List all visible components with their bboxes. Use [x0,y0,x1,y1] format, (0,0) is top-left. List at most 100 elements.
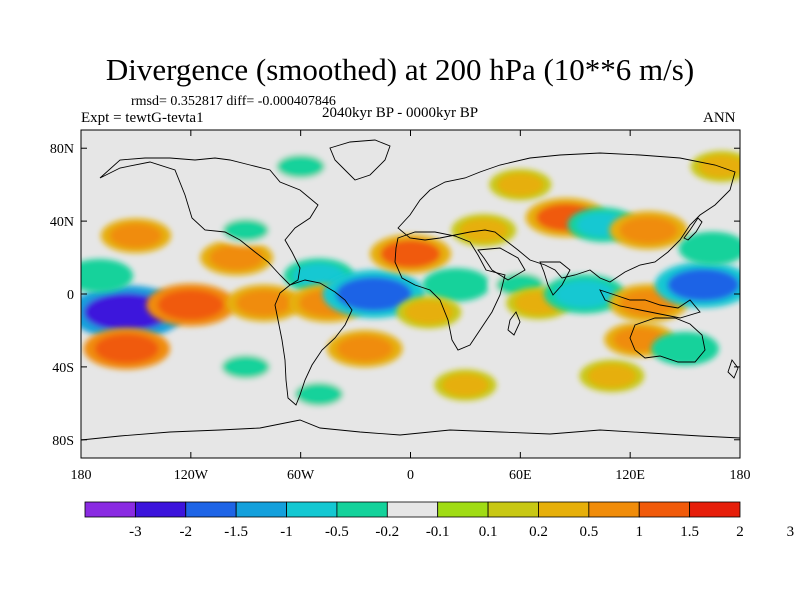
colorbar-swatch [134,501,187,518]
anomaly-region [654,261,740,308]
anomaly-core [81,263,125,288]
anomaly-core [221,355,270,379]
colorbar-label: -0.5 [325,524,349,540]
anomaly-core [619,216,678,244]
colorbar-swatch [84,501,136,518]
coastlines [81,139,740,441]
anomaly-region [370,234,451,274]
coast-north-america [99,157,319,286]
x-tick-label: 60E [509,468,532,483]
anomaly-core [497,173,544,196]
anomaly-core [442,373,489,397]
anomaly-region [434,369,497,401]
x-axis: 180 120W 60W 0 60E 120E 180 [71,130,751,483]
coast-australia [629,317,706,363]
coast-arabia [477,247,526,281]
x-tick-label: 60W [287,468,315,483]
anomaly-region [579,359,645,393]
anomaly-region [609,211,688,250]
colorbar-label: -3 [129,524,142,540]
anomaly-region [396,295,462,329]
coast-africa [394,231,506,351]
colorbar-swatch [487,501,539,518]
anomaly-core [157,289,224,321]
anomaly-core [222,219,269,242]
colorbar-label: 1.5 [680,524,699,540]
colorbar-label: -1 [280,524,293,540]
anomaly-core [380,239,441,268]
anomaly-region [100,218,172,254]
anomaly-region [213,350,279,384]
anomaly-core [660,336,711,361]
x-tick-label: 0 [407,468,414,483]
anomaly-core [294,382,343,406]
colorbar-swatch [235,501,287,518]
anomaly-core [335,276,412,312]
coast-indonesia [599,289,701,319]
y-tick-label: 80S [52,434,74,449]
y-tick-label: 40N [50,215,74,230]
anomaly-core [209,244,264,271]
anomaly-region [690,150,740,183]
colorbar: -3 -2 -1.5 -1 -0.5 -0.2 -0.1 0.1 0.2 0.5 1 1.5 2 3 [84,501,795,540]
y-tick-label: 80N [50,142,74,157]
anomaly-core [554,280,615,308]
anomaly-region [326,330,403,368]
anomaly-region [286,377,352,411]
colorbar-swatch [336,501,388,518]
colorbar-label: 0.5 [579,524,598,540]
colorbar-label: 1 [635,524,643,540]
colorbar-label: 0.2 [529,524,548,540]
colorbar-swatch [437,501,489,518]
coast-antarctica [81,419,740,441]
coast-new-zealand [727,359,739,379]
colorbar-label: -0.1 [426,524,450,540]
colorbar-swatch [588,501,640,518]
anomaly-core [587,364,636,388]
anomaly-region [268,150,334,183]
x-tick-label: 180 [71,468,92,483]
coast-greenland [329,139,391,181]
anomaly-core [276,154,325,179]
coast-madagascar [507,311,521,336]
colorbar-label: 2 [736,524,744,540]
anomaly-region [200,239,274,276]
y-tick-label: 0 [67,288,74,303]
anomaly-region [678,231,740,266]
experiment-label: Expt = tewtG-tevta1 [81,110,204,126]
anomaly-core [336,335,393,362]
coast-eurasia [397,152,736,283]
y-axis: 80N 40N 0 40S 80S [50,142,740,449]
coast-india [539,261,571,296]
colorbar-swatch [638,501,691,518]
coast-japan [683,217,703,241]
coast-south-america [274,279,353,406]
season-label: ANN [703,110,736,126]
anomaly-core [667,268,740,302]
anomaly-region [83,327,170,370]
anomaly-core [698,155,740,178]
anomaly-core [236,289,293,317]
x-tick-label: 120W [174,468,209,483]
anomaly-core [687,236,738,261]
colorbar-swatch [386,501,439,518]
anomaly-core [404,300,453,324]
anomaly-core [109,223,162,249]
x-tick-label: 180 [730,468,751,483]
colorbar-swatch [689,501,741,518]
chart-title: Divergence (smoothed) at 200 hPa (10**6 … [105,52,695,87]
anomaly-region [81,258,134,293]
anomaly-region [146,283,236,327]
colorbar-label: 0.1 [479,524,498,540]
anomaly-region [651,331,719,366]
anomaly-region [489,168,552,201]
colorbar-swatch [286,501,338,518]
anomaly-core [431,272,482,297]
anomaly-core [94,333,159,364]
colorbar-label: 3 [787,524,795,540]
anomaly-region [543,274,625,314]
x-tick-label: 120E [615,468,645,483]
stats-label: rmsd= 0.352817 diff= -0.000407846 [131,94,336,109]
colorbar-label: -0.2 [375,524,399,540]
